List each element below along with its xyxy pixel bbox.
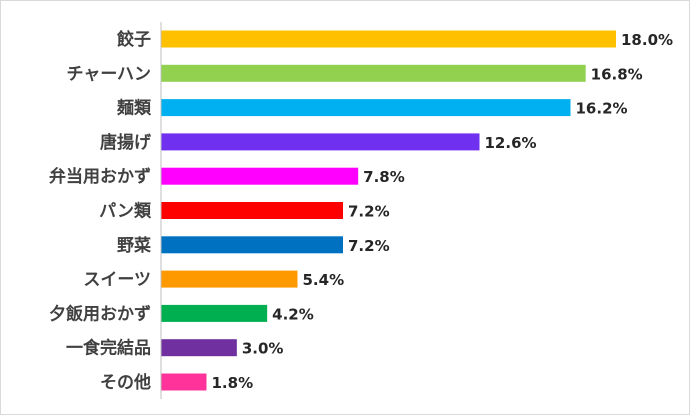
category-label: チャーハン (67, 64, 152, 84)
data-label: 7.2% (348, 237, 390, 255)
bars (161, 30, 616, 391)
category-label: パン類 (99, 202, 152, 222)
category-label: スイーツ (83, 270, 151, 290)
data-label: 7.8% (363, 168, 405, 186)
category-label: 餃子 (117, 29, 151, 50)
data-label: 5.4% (303, 271, 345, 289)
bar (161, 202, 343, 219)
category-label: 弁当用おかず (49, 166, 151, 187)
bar (161, 64, 586, 82)
category-label: 夕飯用おかず (49, 303, 151, 324)
bar (161, 236, 343, 254)
category-label: 唐揚げ (100, 132, 152, 153)
bar (161, 373, 207, 391)
category-label: 麺類 (116, 99, 152, 119)
category-label: その他 (100, 372, 151, 393)
bar (161, 270, 298, 288)
data-label: 4.2% (272, 305, 314, 323)
bar (161, 30, 616, 48)
data-label: 18.0% (621, 31, 673, 49)
data-label: 3.0% (242, 340, 284, 358)
data-label: 16.2% (576, 100, 628, 118)
data-label: 7.2% (348, 203, 390, 221)
data-label: 16.8% (591, 65, 643, 83)
category-label: 一食完結品 (66, 338, 151, 359)
bar (161, 304, 268, 322)
data-label: 1.8% (212, 374, 254, 392)
bar (161, 167, 359, 185)
bar (161, 339, 237, 357)
data-label: 12.6% (485, 134, 537, 152)
value-labels: 18.0%16.8%16.2%12.6%7.8%7.2%7.2%5.4%4.2%… (212, 31, 674, 392)
category-label: 野菜 (117, 236, 152, 256)
bar (161, 133, 480, 151)
category-labels: 餃子チャーハン麺類唐揚げ弁当用おかずパン類野菜スイーツ夕飯用おかず一食完結品その… (49, 29, 152, 393)
bar (161, 99, 571, 117)
